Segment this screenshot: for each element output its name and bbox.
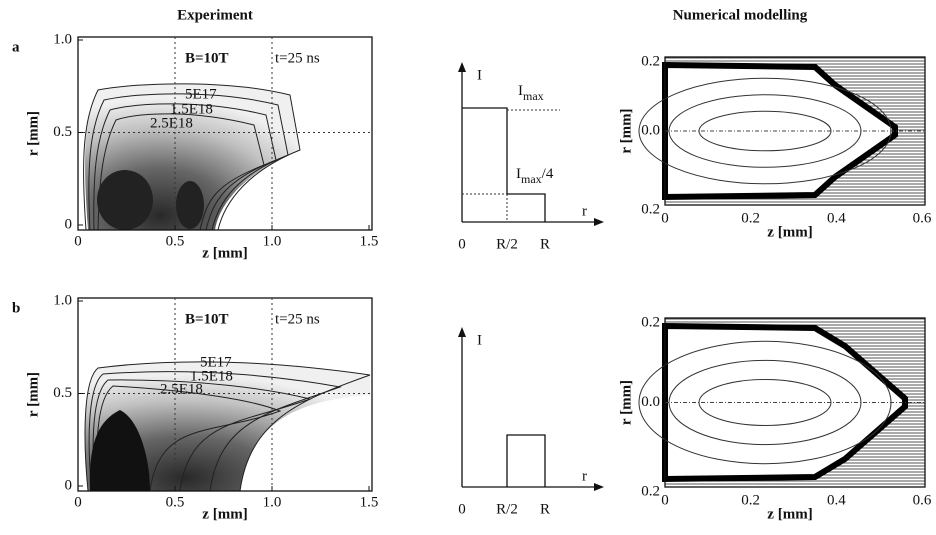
x-tick-label: 1.5 — [360, 494, 379, 510]
hot-spot — [176, 181, 204, 229]
level-label-tail: /4 — [542, 166, 554, 182]
arrow — [594, 483, 604, 491]
y-axis-label: I — [477, 67, 482, 83]
contour-label: 5E17 — [200, 354, 232, 370]
x-tick-label: 0 — [74, 233, 82, 249]
x-axis-label: r — [582, 203, 587, 219]
x-tick-label: 0.4 — [827, 210, 846, 226]
y-axis-label: I — [477, 332, 482, 348]
time-label: t=25 ns — [275, 311, 320, 327]
y-tick-label: 0.0 — [641, 122, 660, 138]
contour-label: 1.5E18 — [170, 101, 213, 117]
y-axis-label: r [mm] — [618, 108, 634, 153]
x-tick-label: 1.5 — [360, 233, 379, 249]
contour — [83, 83, 301, 231]
x-tick-label: 0 — [458, 501, 466, 517]
y-axis-label: r [mm] — [25, 111, 41, 156]
column-header: Numerical modelling — [673, 7, 808, 23]
field-label: B=10T — [185, 311, 229, 327]
level-label-sub: max — [523, 89, 544, 103]
arrow — [458, 327, 466, 337]
column-header: Experiment — [177, 7, 253, 23]
y-tick-label: 0.5 — [53, 124, 72, 140]
x-tick-label: R — [540, 501, 550, 517]
level-label: Imax — [518, 83, 544, 102]
contour-label: 5E17 — [185, 86, 217, 102]
dense-core — [89, 410, 150, 491]
y-tick-label: 0.5 — [53, 385, 72, 401]
contour — [93, 103, 277, 231]
x-tick-label: R/2 — [496, 236, 518, 252]
panel-label: b — [12, 300, 20, 316]
density-region — [85, 361, 371, 491]
y-tick-label: 0.2 — [641, 314, 660, 330]
y-tick-label: 0.0 — [641, 394, 660, 410]
contour-label: 2.5E18 — [150, 115, 193, 131]
x-axis-label: z [mm] — [202, 245, 247, 261]
x-tick-label: 0.5 — [166, 233, 185, 249]
y-tick-label: 0 — [65, 216, 73, 232]
profile-shape — [462, 107, 546, 222]
x-tick-label: 0.4 — [827, 492, 846, 508]
y-tick-label: 0.2 — [641, 201, 660, 217]
x-tick-label: 0.5 — [166, 494, 185, 510]
x-tick-label: 0 — [661, 492, 669, 508]
y-tick-label: 1.0 — [53, 31, 72, 47]
contour — [92, 379, 312, 492]
contour — [88, 371, 342, 492]
y-axis-label: r [mm] — [25, 372, 41, 417]
x-tick-label: 1.0 — [263, 494, 282, 510]
arrow — [458, 62, 466, 72]
x-tick-label: R — [540, 236, 550, 252]
x-tick-label: 0 — [661, 210, 669, 226]
contour — [97, 113, 265, 231]
y-tick-label: 0.2 — [641, 483, 660, 499]
x-tick-label: 0.6 — [913, 492, 932, 508]
plot-frame — [77, 36, 373, 231]
y-tick-label: 0.2 — [641, 53, 660, 69]
x-tick-label: 0.2 — [741, 492, 760, 508]
contour-label: 2.5E18 — [160, 381, 203, 397]
x-axis-label: r — [582, 468, 587, 484]
plot-frame — [664, 56, 926, 206]
x-axis-label: z [mm] — [767, 224, 812, 240]
hot-spot — [97, 170, 153, 230]
x-axis-label: z [mm] — [767, 506, 812, 522]
x-axis-label: z [mm] — [202, 506, 247, 522]
contour — [88, 93, 289, 231]
time-label: t=25 ns — [275, 50, 320, 66]
y-tick-label: 1.0 — [53, 292, 72, 308]
y-tick-label: 0 — [65, 477, 73, 493]
x-tick-label: R/2 — [496, 501, 518, 517]
level-label: Imax/4 — [516, 166, 554, 185]
contour — [96, 385, 282, 492]
field-label: B=10T — [185, 50, 229, 66]
x-tick-label: 0 — [458, 236, 466, 252]
plot-frame — [664, 317, 926, 488]
arrow — [594, 218, 604, 226]
level-label-main: I — [518, 83, 523, 99]
contour — [84, 361, 371, 492]
contour-label: 1.5E18 — [190, 368, 233, 384]
level-label-sub: max — [521, 172, 542, 186]
profile-shape — [506, 434, 546, 487]
panel-label: a — [12, 39, 20, 55]
plot-frame — [77, 297, 373, 492]
x-tick-label: 0.6 — [913, 210, 932, 226]
x-tick-label: 0.2 — [741, 210, 760, 226]
x-tick-label: 0 — [74, 494, 82, 510]
level-label-main: I — [516, 166, 521, 182]
x-tick-label: 1.0 — [263, 233, 282, 249]
y-axis-label: r [mm] — [618, 380, 634, 425]
